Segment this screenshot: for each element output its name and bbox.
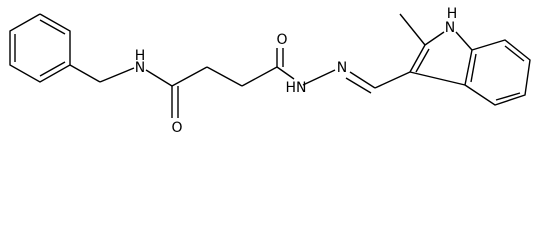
- atom-label: HN: [286, 80, 307, 96]
- atom-label: H: [135, 48, 146, 64]
- atom-label: N: [445, 20, 455, 36]
- bonds: [9, 13, 531, 118]
- structure: N H O O HN N N H: [9, 6, 531, 136]
- atom-label: O: [276, 32, 287, 48]
- page: N H O O HN N N H (() => { const data = J…: [9, 6, 531, 136]
- atom-label: N: [337, 60, 347, 76]
- atom-label: N: [135, 60, 145, 76]
- atom-label: O: [171, 120, 182, 136]
- atom-label: H: [447, 6, 458, 22]
